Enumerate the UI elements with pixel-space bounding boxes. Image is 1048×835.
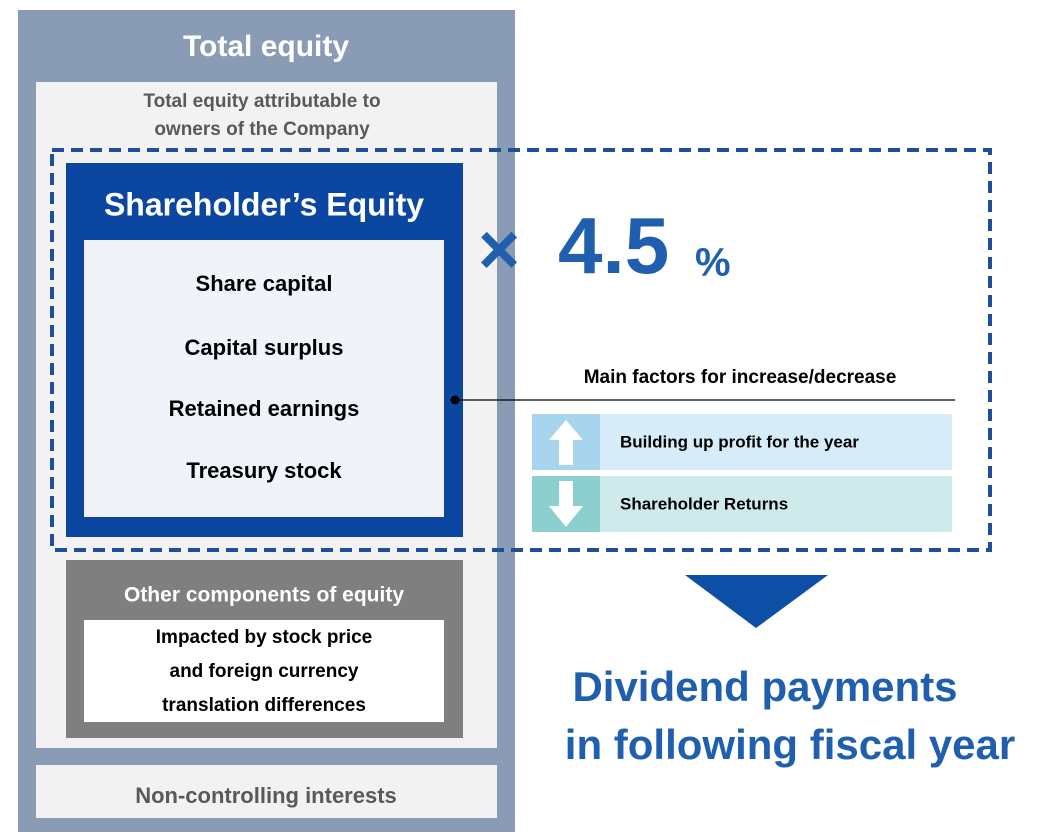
multiplier-value: 4.5 [558,201,669,290]
up-arrow [549,420,583,465]
equity-item: Share capital [196,271,333,296]
other-note: translation differences [162,695,366,716]
increase-row [532,414,952,470]
result-text: Dividend payments [572,663,957,710]
items-box [84,240,444,517]
factors-title: Main factors for increase/decrease [584,367,897,388]
result-text: in following fiscal year [565,721,1015,768]
other-components-title: Other components of equity [124,584,404,607]
result-arrow [685,575,828,628]
decrease-text: Shareholder Returns [620,494,788,513]
multiply-sign: × [478,210,520,290]
other-note: Impacted by stock price [156,627,372,648]
other-note: and foreign currency [170,661,359,682]
non-controlling-text: Non-controlling interests [135,783,397,808]
dashed-frame [50,148,992,552]
attributable-title: owners of the Company [154,119,370,140]
decrease-row [532,476,952,532]
equity-item: Capital surplus [185,335,344,360]
total-equity-title: Total equity [183,30,349,63]
non-controlling-box [36,765,497,818]
shareholders-equity-title: Shareholder’s Equity [104,186,424,222]
connector-dot [450,395,460,405]
down-arrow [549,481,583,527]
equity-item: Treasury stock [186,458,342,483]
multiplier-unit: % [695,241,731,285]
equity-item: Retained earnings [169,396,360,421]
attributable-title: Total equity attributable to [143,91,380,112]
increase-text: Building up profit for the year [620,432,859,451]
other-note-box [84,620,444,722]
